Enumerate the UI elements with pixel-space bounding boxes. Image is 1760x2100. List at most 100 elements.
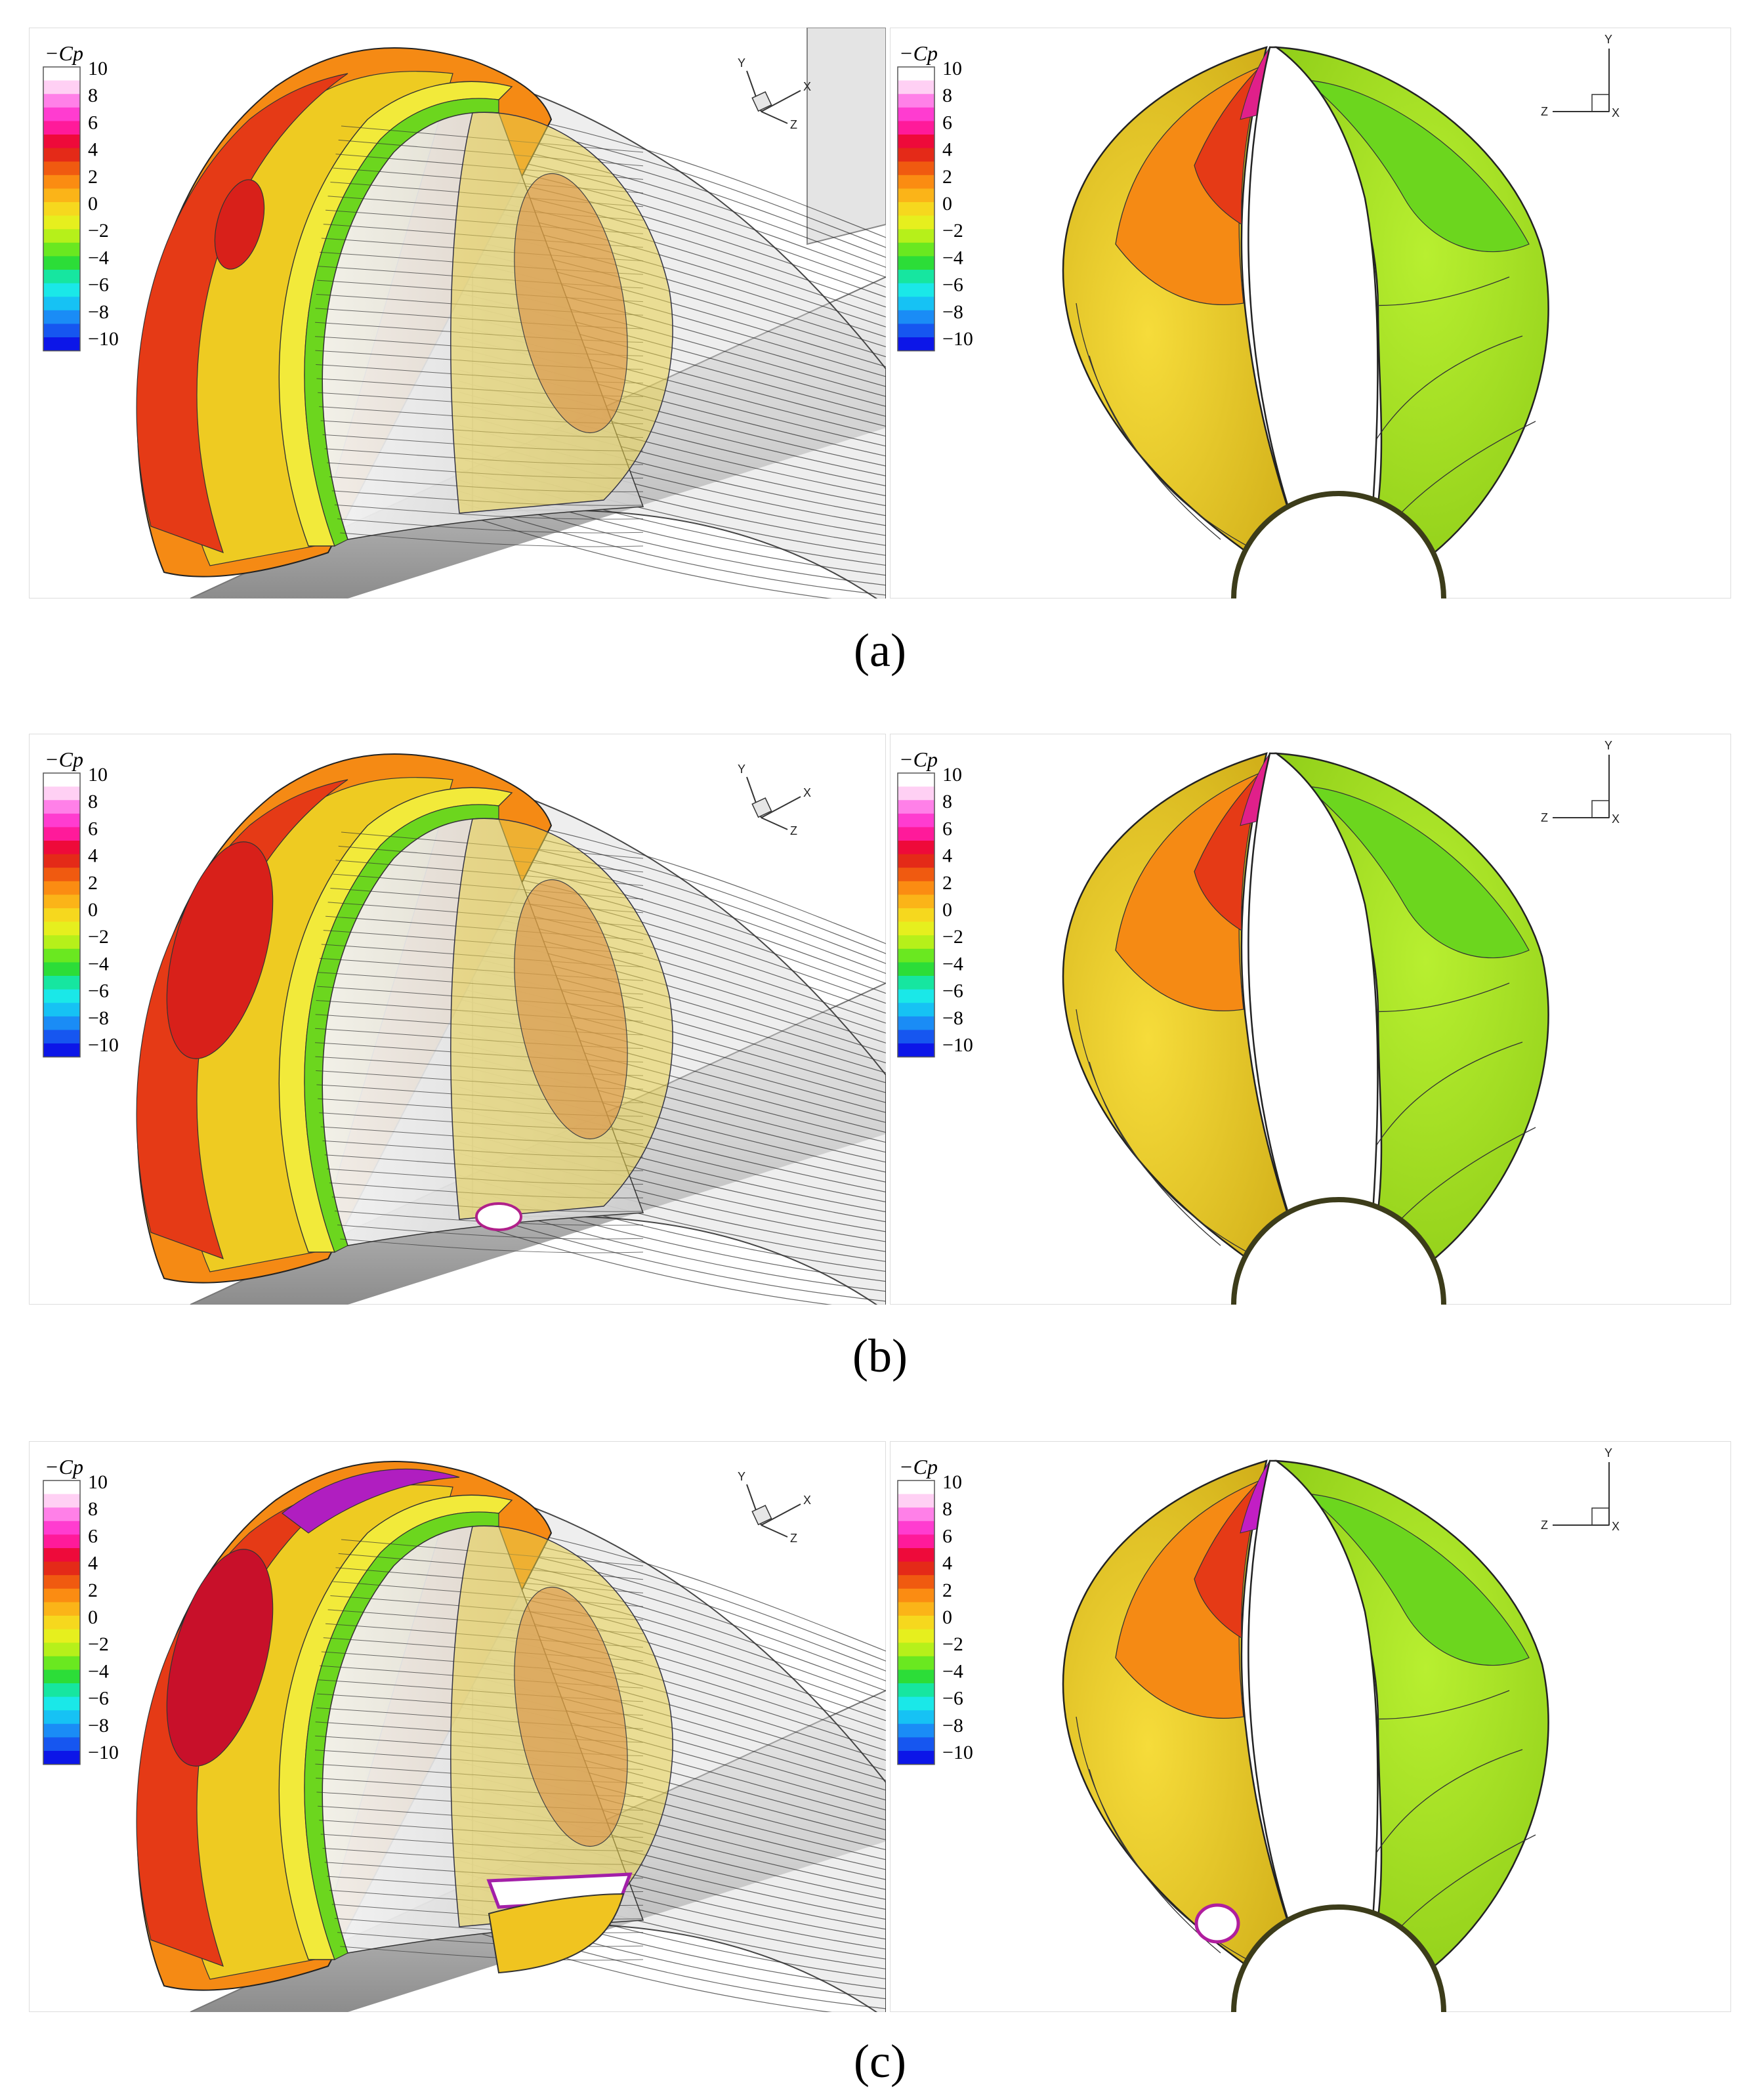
- legend-tick-label: −6: [88, 980, 109, 1002]
- legend-swatch: [43, 1670, 80, 1684]
- legend-tick-label: −4: [942, 247, 963, 268]
- legend-swatch: [43, 1696, 80, 1711]
- axis-y-label: Y: [1604, 33, 1612, 46]
- axis-z-label: Z: [790, 1532, 797, 1545]
- blade-right: [1274, 1460, 1549, 1981]
- legend-swatch: [898, 1561, 934, 1576]
- legend-swatch: [898, 242, 934, 257]
- legend-title: −Cp: [45, 747, 83, 771]
- legend-tick-label: 2: [942, 166, 952, 188]
- legend-swatch: [898, 161, 934, 176]
- legend-swatch: [43, 135, 80, 149]
- axis-triad-2d: Y Z X: [1541, 33, 1620, 119]
- legend-tick-label: 10: [942, 58, 962, 79]
- legend-tick-label: −4: [88, 953, 109, 975]
- axis-x-label: X: [1612, 1520, 1620, 1533]
- axis-y-label: Y: [738, 1470, 745, 1483]
- legend-tick-label: 8: [942, 1498, 952, 1520]
- legend-tick-label: 10: [942, 1471, 962, 1493]
- left-blade-surface: [1062, 752, 1307, 1273]
- legend-tick-label: 10: [88, 1471, 108, 1493]
- legend-swatch: [43, 229, 80, 243]
- legend-swatch: [43, 1534, 80, 1549]
- legend-swatch: [898, 908, 934, 923]
- legend-tick-label: 6: [942, 112, 952, 133]
- legend-swatch: [43, 948, 80, 963]
- cavitation-root-face: [488, 1893, 625, 1974]
- legend-swatch: [898, 310, 934, 324]
- legend-tick-label: −8: [942, 1007, 963, 1029]
- axis-x-label: X: [803, 80, 811, 93]
- legend-swatch: [898, 1696, 934, 1711]
- caption-a: (a): [854, 624, 906, 677]
- overlay-neighbour-peak: [514, 1586, 628, 1847]
- contour-peak: [214, 179, 265, 270]
- legend-tick-label: 10: [88, 58, 108, 79]
- caption-b: (b): [852, 1330, 908, 1382]
- legend-swatch: [898, 989, 934, 1003]
- legend-swatch: [43, 1016, 80, 1030]
- axis-z-label: Z: [1541, 105, 1548, 118]
- legend-tick-label: 4: [88, 845, 98, 867]
- legend-swatch: [43, 800, 80, 814]
- legend-swatch: [898, 813, 934, 828]
- legend-swatch: [898, 1602, 934, 1616]
- axis-triad: Y X Z: [738, 1470, 811, 1545]
- face-line: [334, 504, 644, 520]
- axis-x-line: [761, 1503, 801, 1526]
- legend-tick-label: 0: [88, 1606, 98, 1628]
- legend-swatch: [43, 1521, 80, 1535]
- right-blade-surface: [1274, 1460, 1549, 1981]
- legend-tick-label: −4: [942, 1660, 963, 1682]
- legend-swatch: [43, 310, 80, 324]
- legend-frame: [897, 1480, 935, 1765]
- legend-tick-label: −2: [942, 220, 963, 242]
- legend-swatch: [43, 337, 80, 352]
- legend-swatch: [898, 324, 934, 338]
- axis-x-label: X: [803, 1494, 811, 1507]
- legend-swatch: [898, 1588, 934, 1603]
- legend-tick-label: −4: [88, 247, 109, 268]
- legend-swatch: [898, 854, 934, 868]
- legend-tick-label: −8: [88, 1715, 109, 1736]
- legend-tick-label: 4: [942, 1553, 952, 1574]
- contour-band-high: [136, 73, 348, 553]
- legend-swatch: [43, 1003, 80, 1017]
- legend-swatch: [898, 1043, 934, 1058]
- legend-swatch: [43, 256, 80, 270]
- legend-title: −Cp: [899, 41, 938, 65]
- face-line: [337, 1225, 644, 1240]
- legend-tick-label: 8: [942, 85, 952, 106]
- legend-tick-label: −8: [88, 301, 109, 323]
- triad-box: [1591, 800, 1610, 818]
- legend-swatch: [43, 854, 80, 868]
- axis-triad-2d: Y Z X: [1541, 1446, 1620, 1533]
- legend-swatch: [43, 894, 80, 909]
- legend-tick-label: −10: [942, 1742, 973, 1763]
- neighbour-blade-edge: [807, 28, 886, 245]
- legend-tick-label: −4: [88, 1660, 109, 1682]
- hub-circle: [1231, 491, 1446, 598]
- legend-swatch: [43, 989, 80, 1003]
- legend-swatch: [43, 1588, 80, 1603]
- legend-swatch: [43, 1575, 80, 1589]
- legend-frame: [897, 772, 935, 1058]
- legend-swatch: [898, 94, 934, 108]
- axis-triad-2d: Y Z X: [1541, 739, 1620, 826]
- legend-tick-label: 2: [88, 1580, 98, 1601]
- face-line: [340, 1238, 644, 1253]
- axis-x-line: [761, 90, 801, 112]
- legend-swatch: [43, 270, 80, 284]
- legend-swatch: [43, 1043, 80, 1058]
- legend-swatch: [898, 67, 934, 81]
- legend-tick-label: 8: [88, 85, 98, 106]
- legend-swatch: [898, 297, 934, 311]
- legend-tick-label: 4: [942, 845, 952, 867]
- legend-tick-label: 2: [88, 872, 98, 894]
